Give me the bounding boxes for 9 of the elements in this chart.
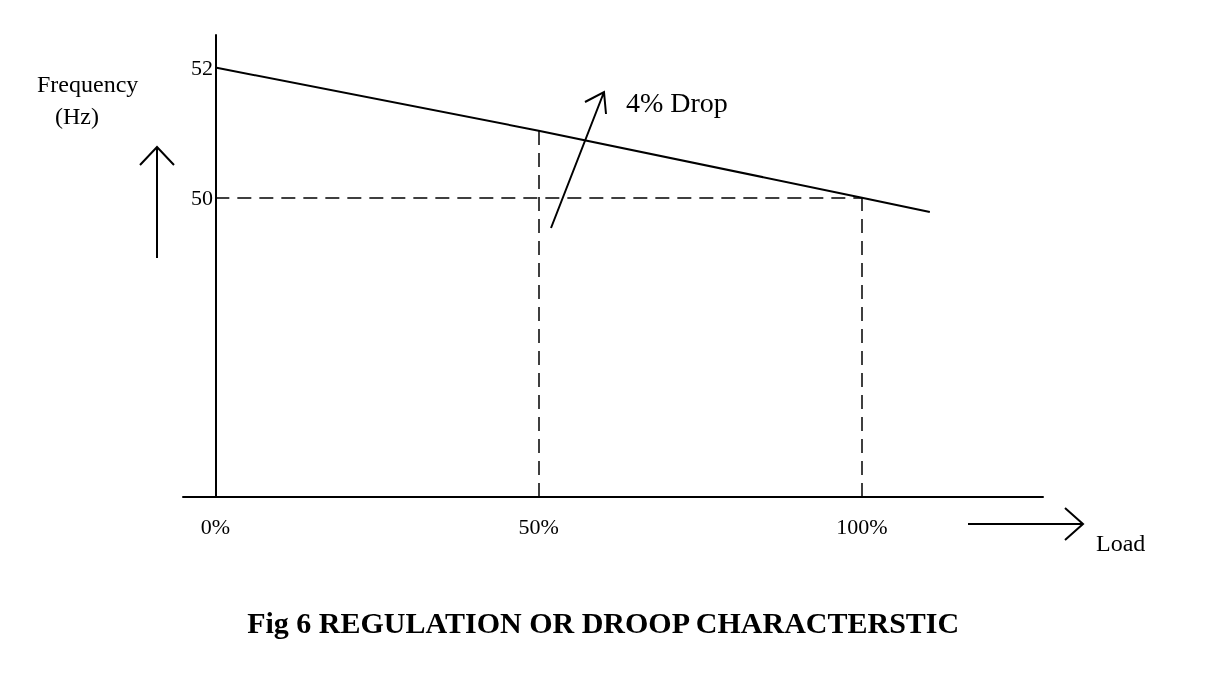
y-axis-title: Frequency (Hz) xyxy=(37,71,139,129)
x-axis-title: Load xyxy=(1096,530,1146,556)
x-tick-label: 100% xyxy=(836,513,888,539)
y-tick-label: 50 xyxy=(191,185,213,211)
x-tick-label: 50% xyxy=(518,513,559,539)
y-tick-label: 52 xyxy=(191,55,213,81)
x-tick-label: 0% xyxy=(200,513,230,539)
text: Fig 6 REGULATION OR DROOP CHARACTERSTIC xyxy=(247,605,960,639)
annotation: 4% Drop xyxy=(626,86,728,118)
